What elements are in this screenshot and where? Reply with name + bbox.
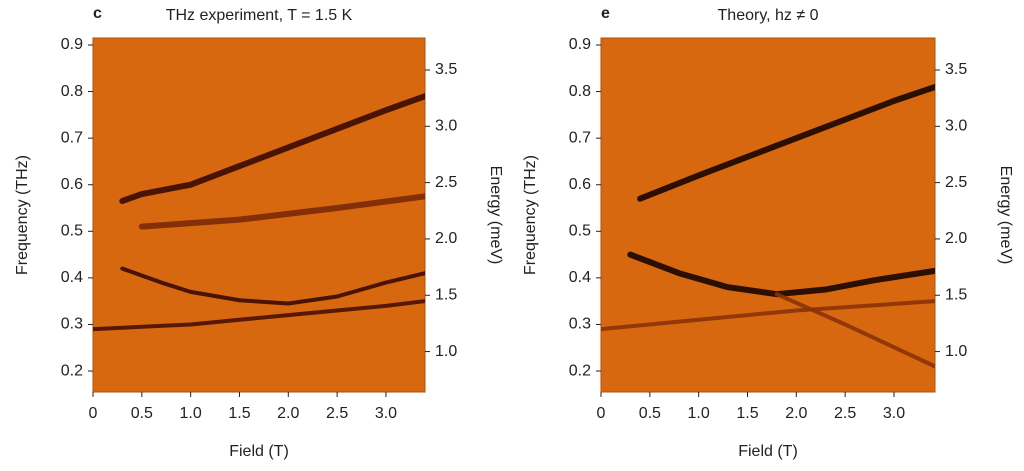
y-tick-label: 0.5	[569, 223, 591, 240]
y2-tick-label: 1.5	[435, 286, 457, 303]
x-tick-label: 2.5	[834, 405, 856, 422]
mode-line	[93, 299, 425, 332]
y2-tick-label: 3.0	[435, 118, 457, 135]
mode-line	[119, 93, 425, 205]
plot-frame	[92, 37, 426, 393]
mode-line	[138, 193, 425, 230]
y-axis-label: Frequency (THz)	[522, 155, 539, 275]
y2-axis-label: Energy (meV)	[487, 166, 504, 265]
y2-tick-label: 1.5	[945, 286, 967, 303]
y-tick-label: 0.8	[569, 83, 591, 100]
x-axis-label: Field (T)	[229, 443, 289, 460]
y-tick-label: 0.9	[61, 36, 83, 53]
x-tick-label: 0	[597, 405, 606, 422]
chart-title: THz experiment, T = 1.5 K	[166, 7, 353, 24]
y2-tick-label: 1.0	[435, 343, 457, 360]
x-tick-label: 3.0	[375, 405, 397, 422]
plot-background	[601, 38, 935, 392]
x-tick-label: 0.5	[131, 405, 153, 422]
mode-line	[120, 266, 425, 306]
y-tick-label: 0.5	[61, 223, 83, 240]
y2-tick-label: 2.0	[945, 230, 967, 247]
y-tick-label: 0.4	[569, 269, 591, 286]
x-tick-label: 1.0	[180, 405, 202, 422]
x-tick-label: 0	[89, 405, 98, 422]
y2-tick-label: 1.0	[945, 343, 967, 360]
y-tick-label: 0.2	[61, 362, 83, 379]
x-tick-label: 0.5	[639, 405, 661, 422]
y2-tick-label: 2.5	[945, 174, 967, 191]
y-tick-label: 0.6	[61, 176, 83, 193]
panel-label: e	[601, 5, 610, 22]
y-tick-label: 0.6	[569, 176, 591, 193]
x-tick-label: 3.0	[883, 405, 905, 422]
x-tick-label: 2.0	[277, 405, 299, 422]
mode-line	[774, 292, 935, 369]
y2-axis-label: Energy (meV)	[997, 166, 1014, 265]
y2-tick-label: 3.5	[435, 61, 457, 78]
x-tick-label: 1.5	[736, 405, 758, 422]
x-axis-label: Field (T)	[738, 443, 798, 460]
mode-line	[637, 83, 935, 202]
y-tick-label: 0.7	[61, 129, 83, 146]
chart-title: Theory, hz ≠ 0	[718, 7, 819, 24]
y-tick-label: 0.3	[569, 316, 591, 333]
x-tick-label: 2.5	[326, 405, 348, 422]
panel-label: c	[93, 5, 102, 22]
y-tick-label: 0.7	[569, 129, 591, 146]
y-tick-label: 0.2	[569, 362, 591, 379]
y-tick-label: 0.8	[61, 83, 83, 100]
y-tick-label: 0.3	[61, 316, 83, 333]
y-tick-label: 0.4	[61, 269, 83, 286]
plot-frame	[600, 37, 936, 393]
x-tick-label: 1.5	[228, 405, 250, 422]
x-tick-label: 2.0	[785, 405, 807, 422]
y2-tick-label: 2.0	[435, 230, 457, 247]
y2-tick-label: 2.5	[435, 174, 457, 191]
mode-line	[601, 299, 935, 332]
y2-tick-label: 3.0	[945, 118, 967, 135]
x-tick-label: 1.0	[688, 405, 710, 422]
y-axis-label: Frequency (THz)	[14, 155, 31, 275]
y2-tick-label: 3.5	[945, 61, 967, 78]
y-tick-label: 0.9	[569, 36, 591, 53]
